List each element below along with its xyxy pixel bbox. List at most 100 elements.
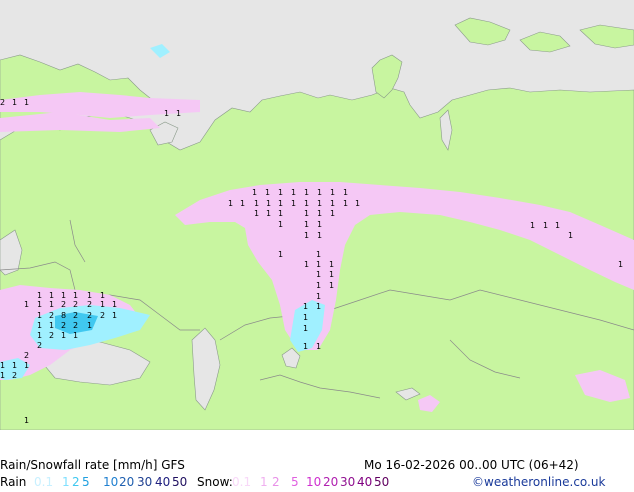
snow-scale-5: 5 (291, 475, 299, 489)
footer-title-row: Rain/Snowfall rate [mm/h] GFS Mo 16-02-2… (0, 455, 634, 475)
svg-text:2: 2 (12, 371, 17, 380)
svg-text:1: 1 (355, 199, 360, 208)
svg-text:1: 1 (228, 199, 233, 208)
svg-text:1: 1 (291, 199, 296, 208)
svg-text:1: 1 (316, 302, 321, 311)
svg-text:1: 1 (37, 321, 42, 330)
rain-scale-50: 50 (172, 475, 188, 489)
svg-text:1: 1 (568, 231, 573, 240)
svg-text:1: 1 (37, 331, 42, 340)
svg-text:1: 1 (37, 300, 42, 309)
svg-text:1: 1 (304, 199, 309, 208)
svg-text:2: 2 (73, 321, 78, 330)
map-title: Rain/Snowfall rate [mm/h] GFS (0, 458, 185, 472)
svg-text:1: 1 (330, 209, 335, 218)
rain-scale-10: 10 (103, 475, 119, 489)
svg-text:1: 1 (49, 291, 54, 300)
svg-text:1: 1 (303, 302, 308, 311)
svg-text:1: 1 (316, 250, 321, 259)
footer-legend-row: Rain 0.1 1 2 5 10 20 30 40 50 Snow: 0.1 … (0, 472, 634, 492)
rain-scale-1: 1 (62, 475, 70, 489)
svg-text:2: 2 (73, 300, 78, 309)
svg-text:1: 1 (278, 188, 283, 197)
svg-text:1: 1 (87, 321, 92, 330)
svg-text:1: 1 (304, 209, 309, 218)
svg-text:1: 1 (278, 209, 283, 218)
svg-text:1: 1 (0, 361, 5, 370)
svg-text:2: 2 (87, 311, 92, 320)
svg-text:8: 8 (61, 311, 66, 320)
svg-text:1: 1 (317, 209, 322, 218)
svg-text:1: 1 (24, 300, 29, 309)
svg-text:1: 1 (278, 220, 283, 229)
svg-text:1: 1 (73, 331, 78, 340)
svg-text:1: 1 (543, 221, 548, 230)
svg-text:1: 1 (49, 300, 54, 309)
svg-text:1: 1 (303, 313, 308, 322)
svg-text:1: 1 (330, 188, 335, 197)
svg-text:1: 1 (304, 188, 309, 197)
snow-scale-40: 40 (357, 475, 373, 489)
svg-text:1: 1 (240, 199, 245, 208)
svg-text:2: 2 (24, 351, 29, 360)
svg-text:1: 1 (49, 321, 54, 330)
svg-text:1: 1 (530, 221, 535, 230)
rain-scale-40: 40 (155, 475, 171, 489)
svg-text:2: 2 (87, 300, 92, 309)
snow-legend-label: Snow: (197, 475, 233, 489)
svg-text:1: 1 (304, 231, 309, 240)
svg-text:1: 1 (37, 291, 42, 300)
snow-scale-10: 10 (306, 475, 322, 489)
snow-scale-50: 50 (374, 475, 390, 489)
svg-text:2: 2 (37, 341, 42, 350)
svg-text:1: 1 (343, 199, 348, 208)
svg-text:1: 1 (329, 270, 334, 279)
rain-scale-30: 30 (137, 475, 153, 489)
svg-text:1: 1 (254, 199, 259, 208)
svg-text:1: 1 (61, 291, 66, 300)
svg-text:1: 1 (266, 199, 271, 208)
svg-text:1: 1 (317, 199, 322, 208)
svg-text:1: 1 (555, 221, 560, 230)
rain-scale-0-1: 0.1 (34, 475, 54, 489)
svg-text:1: 1 (252, 188, 257, 197)
svg-text:1: 1 (24, 98, 29, 107)
map-datetime: Mo 16-02-2026 00..00 UTC (06+42) (364, 458, 579, 472)
rain-scale-5: 5 (82, 475, 90, 489)
snow-scale-1: 1 (260, 475, 268, 489)
svg-text:1: 1 (278, 250, 283, 259)
svg-text:1: 1 (329, 281, 334, 290)
svg-text:1: 1 (343, 188, 348, 197)
svg-text:1: 1 (317, 220, 322, 229)
snow-scale-2: 2 (272, 475, 280, 489)
svg-text:1: 1 (316, 292, 321, 301)
svg-text:1: 1 (291, 188, 296, 197)
svg-text:1: 1 (100, 291, 105, 300)
svg-text:1: 1 (266, 209, 271, 218)
svg-text:2: 2 (49, 331, 54, 340)
svg-text:2: 2 (0, 98, 5, 107)
snow-scale-0-1: 0.1 (232, 475, 252, 489)
svg-text:1: 1 (316, 270, 321, 279)
svg-text:1: 1 (254, 209, 259, 218)
svg-text:1: 1 (24, 361, 29, 370)
svg-text:2: 2 (61, 321, 66, 330)
credit-link[interactable]: ©weatheronline.co.uk (472, 475, 606, 489)
svg-text:1: 1 (12, 98, 17, 107)
svg-text:1: 1 (316, 281, 321, 290)
svg-text:1: 1 (278, 199, 283, 208)
svg-text:1: 1 (24, 416, 29, 425)
snow-scale-30: 30 (340, 475, 356, 489)
rainfall-areas (0, 300, 325, 380)
svg-text:2: 2 (100, 311, 105, 320)
svg-text:1: 1 (316, 342, 321, 351)
svg-text:1: 1 (112, 300, 117, 309)
rain-scale-20: 20 (119, 475, 135, 489)
svg-text:1: 1 (100, 300, 105, 309)
svg-text:1: 1 (304, 260, 309, 269)
svg-text:2: 2 (61, 300, 66, 309)
rain-scale-2: 2 (72, 475, 80, 489)
svg-text:1: 1 (176, 109, 181, 118)
